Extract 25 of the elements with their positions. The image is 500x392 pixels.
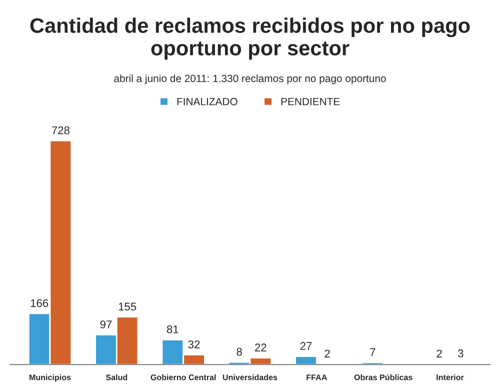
data-label: 728 [52, 126, 70, 134]
data-label: 32 [188, 340, 200, 348]
data-label: 97 [100, 320, 112, 328]
data-label: 22 [255, 344, 266, 352]
x-tick-label: FFAA [306, 374, 327, 380]
data-label: 166 [30, 299, 48, 308]
chart-title: Cantidad de reclamos recibidos por no pago oportuno por sector [30, 18, 470, 60]
data-label: 8 [236, 348, 242, 356]
data-label: 27 [300, 342, 312, 350]
x-tick-label: Salud [106, 374, 128, 380]
bar [294, 356, 318, 365]
data-label: 7 [370, 348, 376, 356]
data-label: 81 [166, 325, 178, 334]
data-label: 2 [436, 350, 442, 358]
x-tick-label: Municipios [30, 374, 71, 382]
legend-label: FINALIZADO [177, 98, 238, 106]
chart-subtitle: abril a junio de 2011: 1.330 reclamos por no pago oportuno [114, 74, 386, 84]
x-tick-label: Universidades [222, 374, 278, 380]
data-label: 3 [458, 349, 464, 358]
data-label: 2 [324, 350, 330, 358]
data-label: 155 [118, 302, 136, 311]
x-tick-label: Obras Públicas [354, 374, 412, 380]
x-tick-label: Interior [436, 374, 464, 380]
x-tick-label: Gobierno Central [150, 374, 216, 380]
legend-label: PENDIENTE [281, 98, 340, 106]
